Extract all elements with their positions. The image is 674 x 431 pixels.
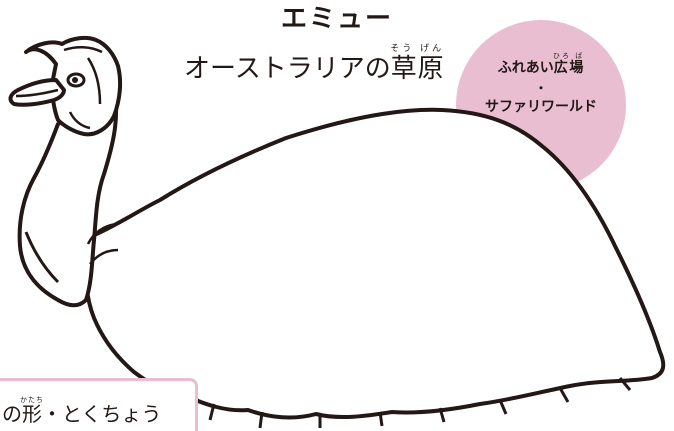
emu-beak (8, 78, 66, 107)
features-tab-kanji-group: 形かたち (20, 396, 44, 426)
emu-body-outline (83, 107, 666, 420)
location-area-1: ふれあい広場ひろ ば (456, 52, 626, 81)
emu-head-line (68, 111, 91, 130)
location-area-1-reading: ひろ ば (552, 52, 585, 60)
emu-beak-line (15, 88, 59, 98)
features-tab-prefix: の (2, 402, 22, 426)
habitat-text: オーストラリアの草原そう げん (184, 44, 444, 89)
features-tab-kanji: 形 (20, 402, 44, 426)
location-area-1-prefix: ふれあい (497, 60, 554, 76)
emu-head-line (63, 46, 103, 54)
habitat-term: 草原そう げん (390, 44, 445, 84)
emu-head-line (86, 57, 102, 105)
emu-feather-ruffle (86, 222, 119, 265)
features-tab-reading: かたち (20, 396, 44, 404)
location-separator: ・ (534, 81, 547, 95)
features-tab-suffix: ・とくちょう (42, 402, 162, 426)
emu-neck-line (24, 231, 60, 284)
features-tab (0, 378, 198, 431)
emu-neck-outline (17, 90, 119, 308)
habitat-term-kanji: 草原 (390, 54, 445, 84)
features-tab-label: の形かたち・とくちょう (2, 396, 161, 429)
habitat-term-reading: そう げん (390, 44, 445, 54)
animal-name: エミュー (280, 4, 393, 34)
habitat-prefix: オーストラリアの (184, 54, 391, 84)
location-area-1-kanji-group: 広場ひろ ば (552, 52, 585, 76)
location-area-1-kanji: 広場 (552, 60, 585, 76)
emu-pupil (72, 77, 78, 83)
location-area-2: サファリワールド (485, 99, 597, 115)
location-labels: ふれあい広場ひろ ば ・ サファリワールド (456, 52, 626, 119)
